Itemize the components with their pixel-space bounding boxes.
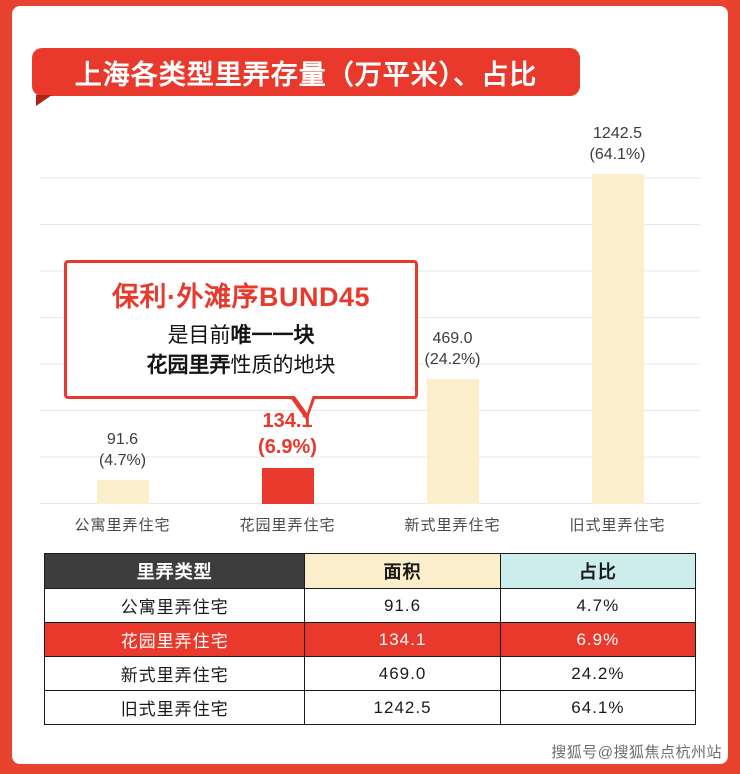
bar-chart: 91.6 (4.7%) 134.1 (6.9%) 469.0 (24.2 <box>12 125 728 535</box>
cell-ratio: 24.2% <box>499 656 697 691</box>
bar-percentage: (24.2%) <box>424 351 481 369</box>
page-title: 上海各类型里弄存量（万平米）、占比 <box>74 59 538 90</box>
x-axis-label: 花园里弄住宅 <box>239 517 336 534</box>
cell-ratio: 4.7% <box>499 588 697 623</box>
bar-value: 91.6 <box>106 430 139 448</box>
callout-text: 性质的地块 <box>230 354 336 378</box>
bar <box>591 174 644 504</box>
bar <box>96 480 149 504</box>
callout-title: 保利·外滩序BUND45 <box>111 282 371 312</box>
cell-area: 469.0 <box>304 656 501 691</box>
table-row: 新式里弄住宅 469.0 24.2% <box>43 656 697 691</box>
content-card: 上海各类型里弄存量（万平米）、占比 91.6 (4.7%) 134.1 (6.9… <box>12 6 728 764</box>
callout-text-bold: 花园里弄 <box>146 354 231 378</box>
callout-text: 是目前 <box>167 324 231 347</box>
table-header-ratio: 占比 <box>499 553 697 589</box>
callout-text-bold: 唯一一块 <box>230 324 315 347</box>
bar-value-label: 469.0 (24.2%) <box>424 328 480 371</box>
title-banner: 上海各类型里弄存量（万平米）、占比 <box>32 48 580 106</box>
data-table: 里弄类型 面积 占比 公寓里弄住宅 91.6 4.7% 花园里弄住宅 134.1… <box>43 553 697 725</box>
table-header-area: 面积 <box>304 553 501 589</box>
cell-type: 新式里弄住宅 <box>43 656 306 691</box>
callout-bubble: 保利·外滩序BUND45 是目前唯一一块 花园里弄性质的地块 <box>64 260 418 421</box>
callout-line-1: 是目前唯一一块 <box>75 321 407 351</box>
cell-ratio: 64.1% <box>499 690 697 725</box>
x-axis-label: 新式里弄住宅 <box>404 517 501 534</box>
bar <box>426 379 479 504</box>
bar-percentage: (64.1%) <box>589 146 646 164</box>
bar-value-label: 1242.5 (64.1%) <box>589 123 645 166</box>
callout-line-2: 花园里弄性质的地块 <box>75 351 407 381</box>
bar-column-new-style: 469.0 (24.2%) <box>370 328 535 504</box>
table-row: 公寓里弄住宅 91.6 4.7% <box>43 588 697 623</box>
table-row: 旧式里弄住宅 1242.5 64.1% <box>43 690 697 725</box>
table-header-row: 里弄类型 面积 占比 <box>43 553 697 589</box>
x-axis-label: 公寓里弄住宅 <box>74 517 171 534</box>
bar-column-garden: 134.1 (6.9%) <box>205 408 370 504</box>
watermark: 搜狐号@搜狐焦点杭州站 <box>551 744 722 761</box>
bar <box>261 468 314 504</box>
cell-type: 旧式里弄住宅 <box>43 690 306 725</box>
cell-type: 公寓里弄住宅 <box>43 588 306 623</box>
cell-type: 花园里弄住宅 <box>43 622 306 657</box>
bar-value: 469.0 <box>432 329 473 347</box>
x-axis-label: 旧式里弄住宅 <box>569 517 666 534</box>
bar-column-apartment: 91.6 (4.7%) <box>40 429 205 504</box>
cell-area: 91.6 <box>304 588 501 623</box>
bar-percentage: (6.9%) <box>258 436 317 458</box>
bar-value-label: 91.6 (4.7%) <box>99 429 146 472</box>
bar-column-old-style: 1242.5 (64.1%) <box>535 123 700 504</box>
cell-ratio: 6.9% <box>499 622 697 657</box>
bar-percentage: (4.7%) <box>98 452 147 470</box>
table-row: 花园里弄住宅 134.1 6.9% <box>43 622 697 657</box>
cell-area: 1242.5 <box>304 690 501 725</box>
x-axis-labels: 公寓里弄住宅 花园里弄住宅 新式里弄住宅 旧式里弄住宅 <box>40 514 700 535</box>
cell-area: 134.1 <box>304 622 501 657</box>
table-header-type: 里弄类型 <box>43 553 306 589</box>
bar-value: 1242.5 <box>593 124 642 142</box>
